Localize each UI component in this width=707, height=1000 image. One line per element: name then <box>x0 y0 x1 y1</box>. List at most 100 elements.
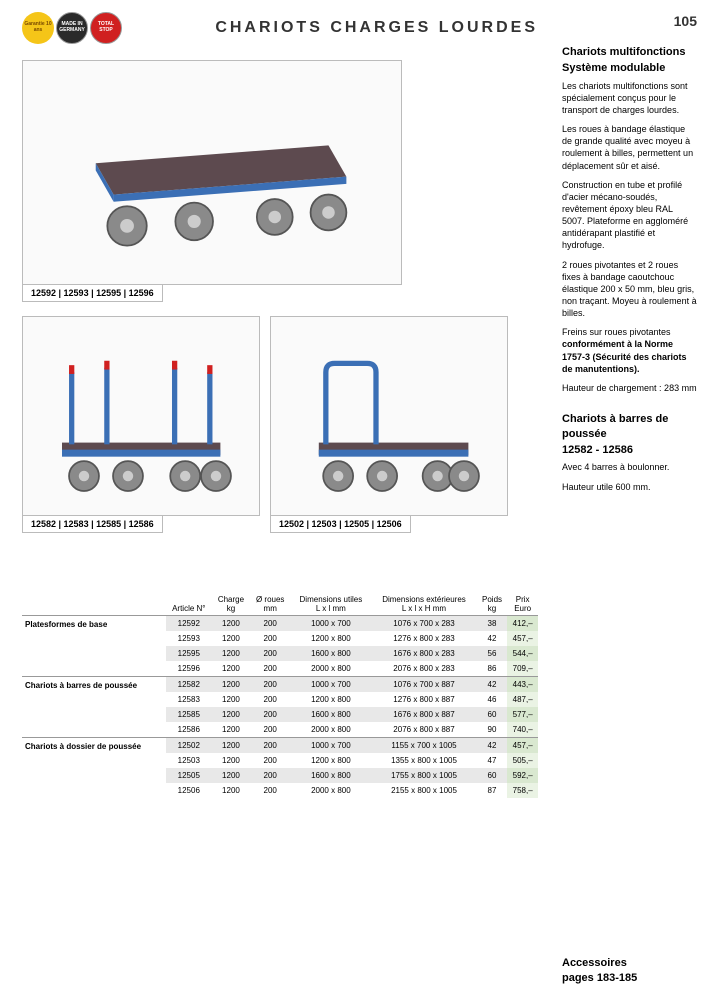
table-cell: 12585 <box>166 707 212 722</box>
table-cell: 56 <box>477 646 508 661</box>
table-cell: 412,– <box>507 616 538 632</box>
table-cell: 42 <box>477 677 508 693</box>
table-cell: 1355 x 800 x 1005 <box>371 753 476 768</box>
product-caption: 12502 | 12503 | 12505 | 12506 <box>270 515 411 533</box>
table-cell: 1676 x 800 x 887 <box>371 707 476 722</box>
table-cell: 200 <box>250 661 291 677</box>
table-cell: 1200 <box>212 707 250 722</box>
table-cell: 1200 x 800 <box>290 753 371 768</box>
spec-table: Article N°ChargekgØ rouesmmDimensions ut… <box>22 593 538 798</box>
table-cell: 12586 <box>166 722 212 738</box>
table-cell: 200 <box>250 722 291 738</box>
table-cell: 592,– <box>507 768 538 783</box>
sidebar-text: Les roues à bandage élastique de grande … <box>562 123 697 172</box>
table-cell: 1276 x 800 x 887 <box>371 692 476 707</box>
quality-badge: Garantie 10 ans <box>22 12 54 44</box>
table-cell: 1076 x 700 x 283 <box>371 616 476 632</box>
sidebar-text: Hauteur de chargement : 283 mm <box>562 382 697 394</box>
table-cell: 200 <box>250 783 291 798</box>
table-header-cell: Dimensions extérieuresL x l x H mm <box>371 593 476 616</box>
table-cell: 1600 x 800 <box>290 646 371 661</box>
table-cell: 1600 x 800 <box>290 768 371 783</box>
table-cell: 1200 <box>212 738 250 754</box>
table-cell: 1200 <box>212 661 250 677</box>
table-cell: 1000 x 700 <box>290 677 371 693</box>
table-cell: 12582 <box>166 677 212 693</box>
table-cell: 12502 <box>166 738 212 754</box>
table-cell: 2076 x 800 x 887 <box>371 722 476 738</box>
table-cell: 200 <box>250 707 291 722</box>
table-cell: 1000 x 700 <box>290 616 371 632</box>
table-cell: 200 <box>250 616 291 632</box>
group-name-cell: Chariots à barres de poussée <box>22 677 166 738</box>
table-row: Platesformes de base1259212002001000 x 7… <box>22 616 538 632</box>
table-cell: 1200 x 800 <box>290 692 371 707</box>
sidebar-text: Hauteur utile 600 mm. <box>562 481 697 493</box>
table-cell: 12503 <box>166 753 212 768</box>
table-cell: 2076 x 800 x 283 <box>371 661 476 677</box>
table-cell: 1200 <box>212 616 250 632</box>
table-cell: 457,– <box>507 631 538 646</box>
cart-pushbar-svg <box>283 337 495 495</box>
sidebar: 105 Chariots multifonctions Système modu… <box>552 0 707 1000</box>
sidebar-subtitle: 12582 - 12586 <box>562 443 697 458</box>
table-cell: 2155 x 800 x 1005 <box>371 783 476 798</box>
table-header-row: Article N°ChargekgØ rouesmmDimensions ut… <box>22 593 538 616</box>
table-cell: 1000 x 700 <box>290 738 371 754</box>
table-cell: 12595 <box>166 646 212 661</box>
table-cell: 1200 <box>212 631 250 646</box>
product-bottom-right: 12502 | 12503 | 12505 | 12506 <box>270 316 508 533</box>
table-row: Chariots à barres de poussée125821200200… <box>22 677 538 693</box>
table-header-cell: Article N° <box>166 593 212 616</box>
table-cell: 86 <box>477 661 508 677</box>
table-cell: 1200 <box>212 783 250 798</box>
sidebar-subtitle: Système modulable <box>562 61 697 76</box>
sidebar-title: Chariots à barres de poussée <box>562 412 697 442</box>
table-cell: 200 <box>250 738 291 754</box>
table-cell: 740,– <box>507 722 538 738</box>
page-header: Garantie 10 ansMADE IN GERMANYTOTAL STOP… <box>22 10 538 45</box>
product-top: 12592 | 12593 | 12595 | 12596 <box>22 60 538 302</box>
table-header-cell <box>22 593 166 616</box>
table-cell: 1200 <box>212 692 250 707</box>
table-header-cell: Poidskg <box>477 593 508 616</box>
table-cell: 200 <box>250 753 291 768</box>
table-cell: 2000 x 800 <box>290 661 371 677</box>
table-cell: 1200 <box>212 768 250 783</box>
table-cell: 60 <box>477 768 508 783</box>
product-bottom-left: 12582 | 12583 | 12585 | 12586 <box>22 316 260 533</box>
table-cell: 90 <box>477 722 508 738</box>
table-cell: 1200 <box>212 753 250 768</box>
table-body: Platesformes de base1259212002001000 x 7… <box>22 616 538 799</box>
table-cell: 2000 x 800 <box>290 783 371 798</box>
table-row: Chariots à dossier de poussée12502120020… <box>22 738 538 754</box>
table-cell: 38 <box>477 616 508 632</box>
table-cell: 12505 <box>166 768 212 783</box>
sidebar-title: Chariots multifonctions <box>562 45 697 60</box>
page-number: 105 <box>674 12 697 31</box>
table-cell: 1155 x 700 x 1005 <box>371 738 476 754</box>
page-title: CHARIOTS CHARGES LOURDES <box>215 19 538 37</box>
table-header-cell: Ø rouesmm <box>250 593 291 616</box>
table-cell: 1276 x 800 x 283 <box>371 631 476 646</box>
quality-badge: TOTAL STOP <box>90 12 122 44</box>
table-cell: 1200 x 800 <box>290 631 371 646</box>
table-cell: 46 <box>477 692 508 707</box>
table-cell: 1076 x 700 x 887 <box>371 677 476 693</box>
cart-stanchion-svg <box>35 337 247 495</box>
table-cell: 577,– <box>507 707 538 722</box>
table-cell: 12593 <box>166 631 212 646</box>
product-caption: 12592 | 12593 | 12595 | 12596 <box>22 284 163 302</box>
table-cell: 60 <box>477 707 508 722</box>
table-cell: 1676 x 800 x 283 <box>371 646 476 661</box>
table-cell: 1200 <box>212 646 250 661</box>
table-cell: 47 <box>477 753 508 768</box>
table-cell: 1755 x 800 x 1005 <box>371 768 476 783</box>
product-image-pushbar <box>270 316 508 516</box>
table-cell: 12506 <box>166 783 212 798</box>
table-cell: 544,– <box>507 646 538 661</box>
table-cell: 42 <box>477 738 508 754</box>
sidebar-text: Freins sur roues pivotantes conformément… <box>562 326 697 375</box>
table-cell: 12583 <box>166 692 212 707</box>
table-cell: 200 <box>250 646 291 661</box>
